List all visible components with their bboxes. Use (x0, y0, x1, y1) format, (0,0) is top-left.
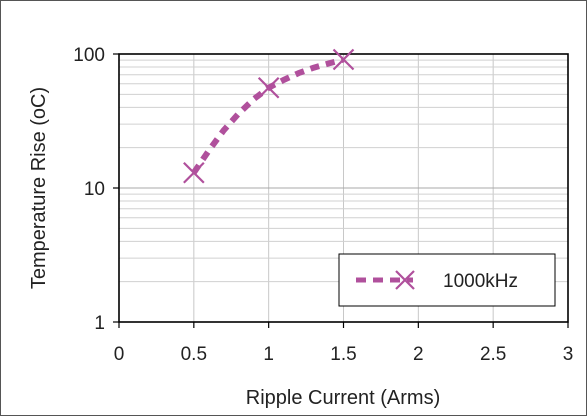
y-tick-label: 100 (73, 45, 105, 66)
y-axis-title: Temperature Rise (oC) (28, 87, 50, 289)
legend-label: 1000kHz (443, 271, 518, 292)
x-tick-label: 1 (263, 344, 274, 365)
x-tick-label: 2.5 (480, 344, 506, 365)
axis-ticks: 0 0.5 1 1.5 2 2.5 3 1 10 100 (73, 45, 573, 365)
x-tick-label: 1.5 (330, 344, 356, 365)
y-tick-label: 1 (94, 313, 105, 334)
x-tick-label: 0.5 (181, 344, 207, 365)
x-axis-title: Ripple Current (Arms) (246, 387, 440, 409)
x-tick-label: 3 (563, 344, 574, 365)
legend: 1000kHz (339, 254, 555, 306)
x-tick-label: 2 (413, 344, 424, 365)
y-tick-label: 10 (84, 179, 105, 200)
x-tick-label: 0 (114, 344, 125, 365)
